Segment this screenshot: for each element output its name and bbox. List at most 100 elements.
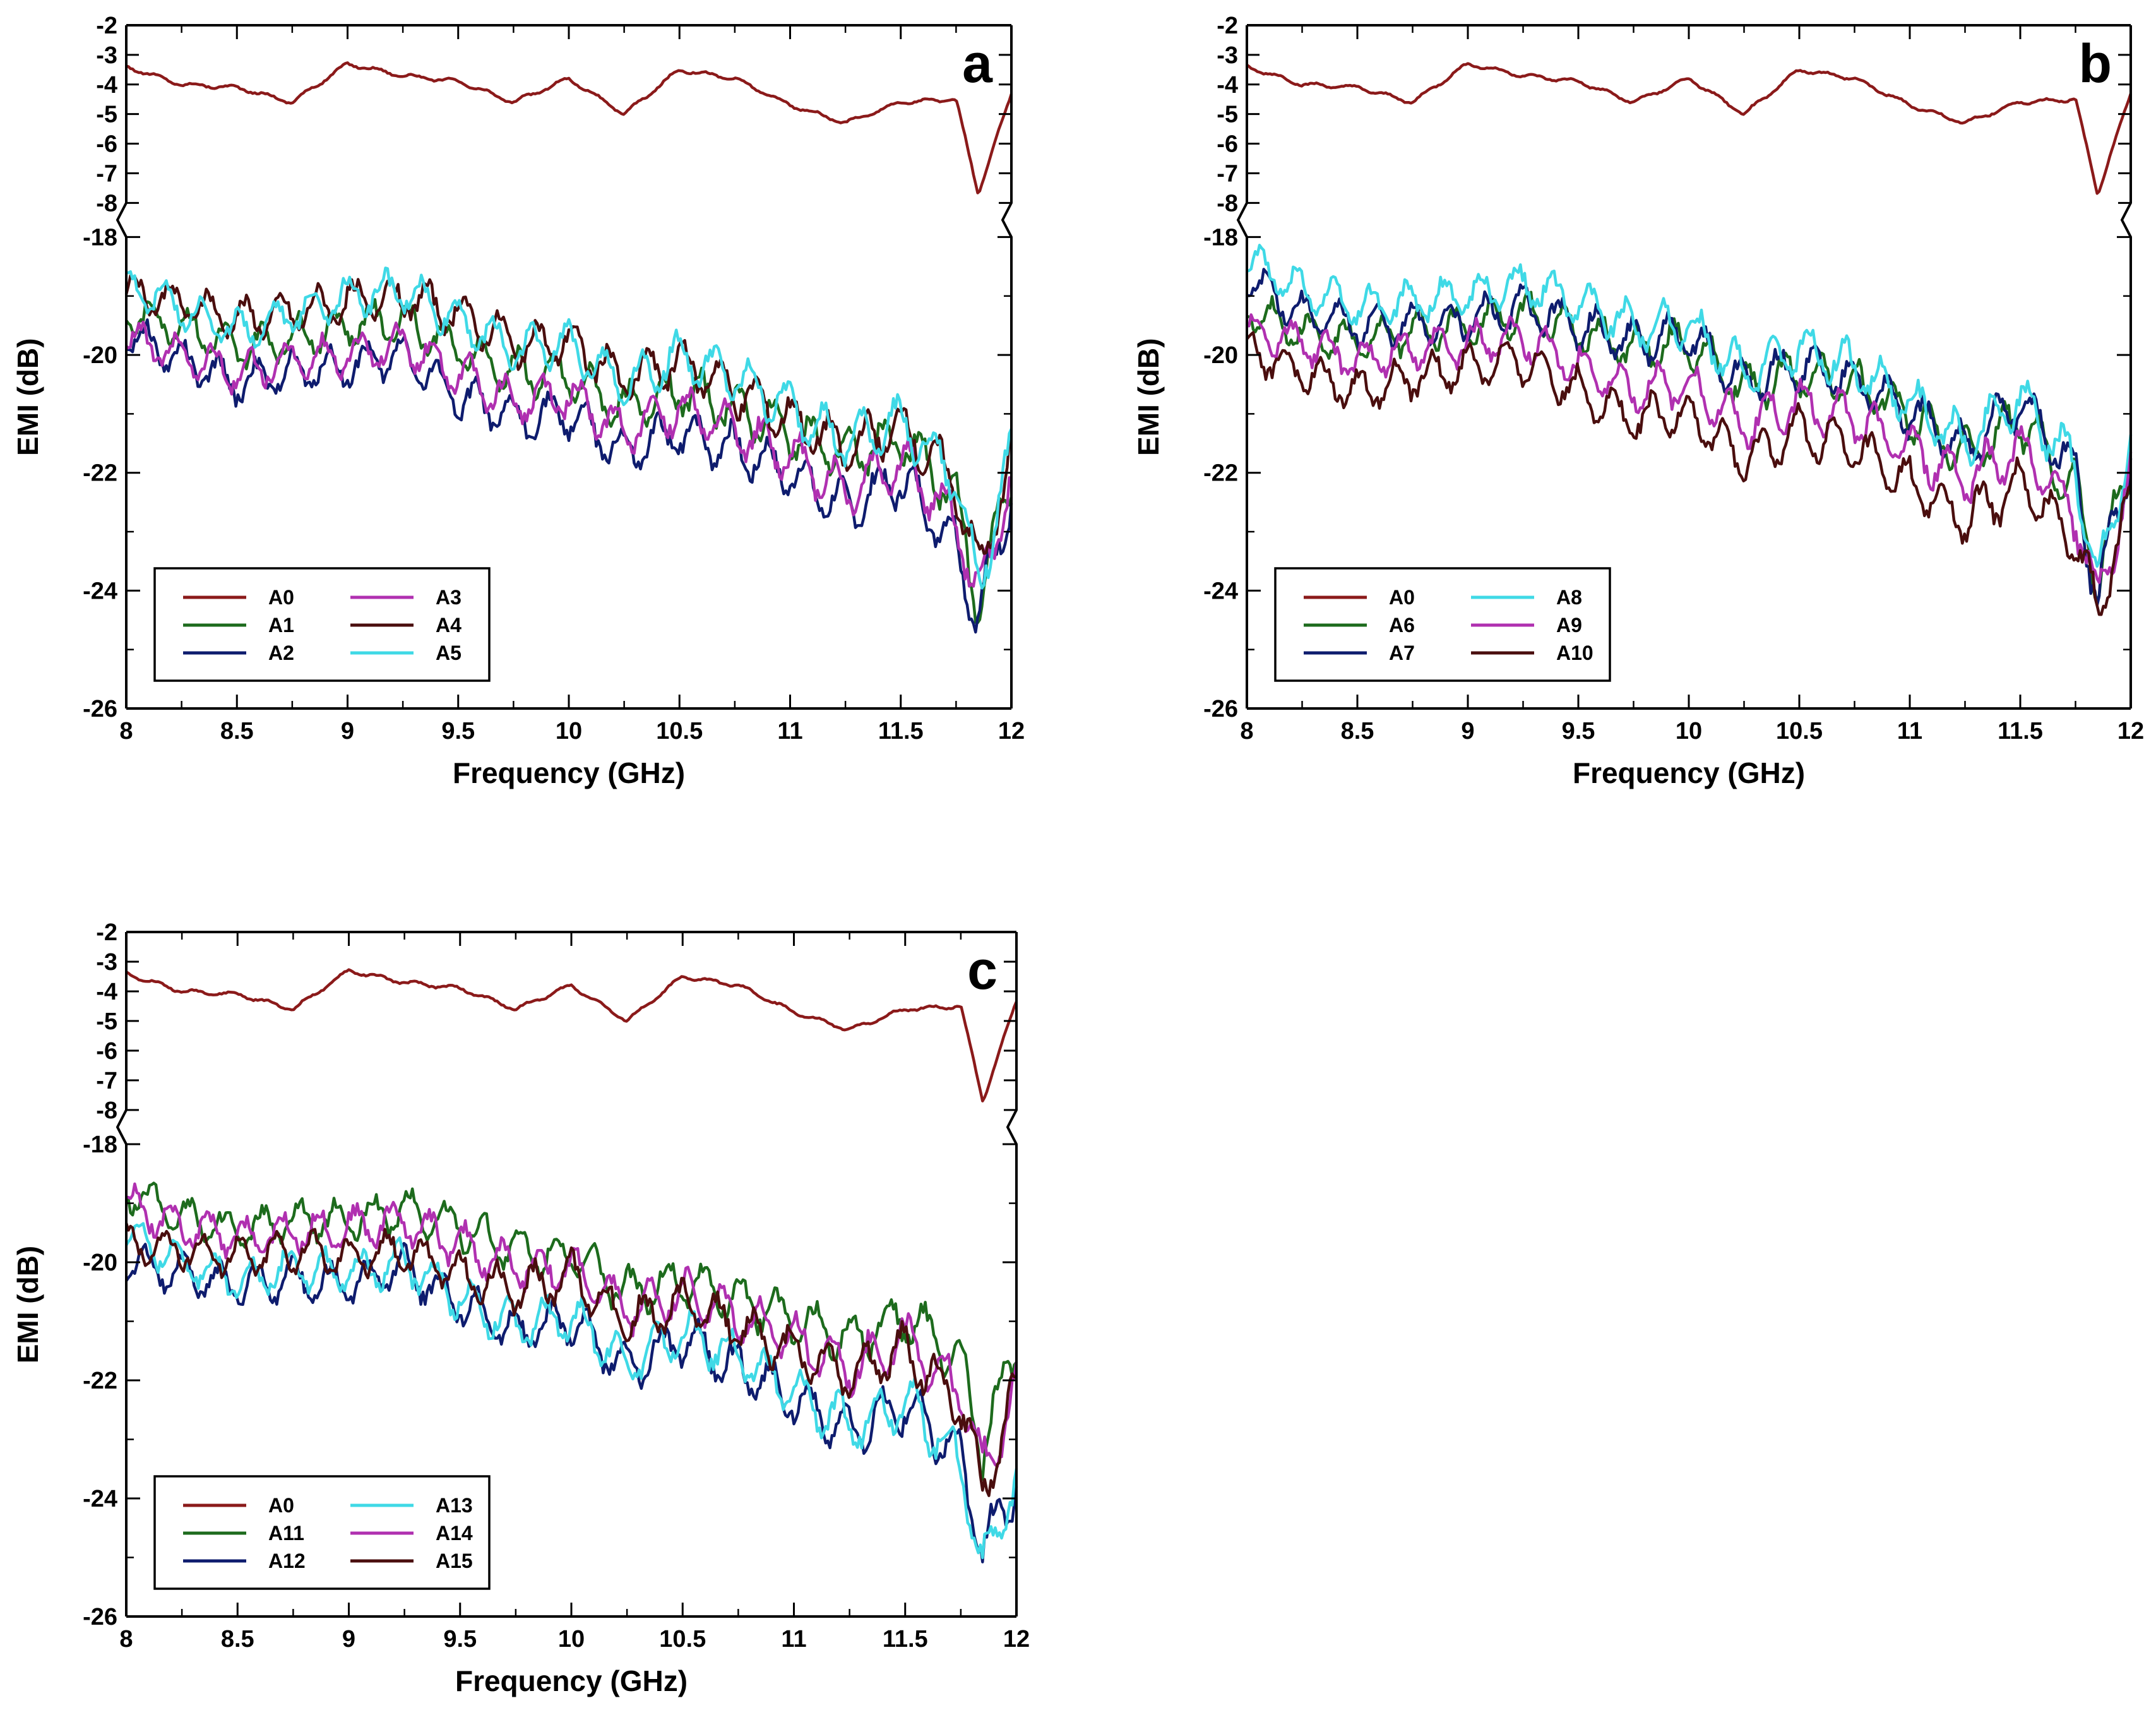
y-tick-label-upper: -8	[96, 1097, 117, 1124]
series-line-A0	[126, 61, 1013, 194]
series-line-A0	[125, 968, 1018, 1103]
legend-label-A1: A1	[268, 614, 294, 636]
series-line-A11	[125, 1181, 1018, 1481]
y-tick-label-lower: -18	[83, 1132, 117, 1158]
legend-label-A13: A13	[436, 1494, 473, 1517]
panel-letter: c	[967, 940, 998, 1001]
x-tick-label: 10.5	[656, 718, 703, 744]
chart-panel-a: 8 8.5 9 9.5 10 10.5 11 11.5 12 -2 -3 -4 -5 -6-7 -8 -18 -…	[11, 13, 1025, 789]
y-tick-label-upper: -4	[1217, 72, 1238, 99]
y-tick-label-lower: -20	[83, 342, 117, 369]
legend-label-A10: A10	[1556, 642, 1593, 664]
x-tick-label: 8.5	[220, 718, 254, 744]
x-tick-label: 11.5	[878, 718, 924, 744]
legend-label-A8: A8	[1556, 586, 1582, 609]
series-line-A12	[125, 1241, 1018, 1563]
x-tick-label: 8.5	[1341, 718, 1374, 744]
legend-label-A7: A7	[1389, 642, 1415, 664]
legend-label-A14: A14	[436, 1522, 473, 1545]
legend-label-A9: A9	[1556, 614, 1582, 636]
series-line-A5	[126, 266, 1013, 590]
y-tick-label-upper: -5	[96, 102, 117, 128]
x-tick-label: 11	[781, 1626, 806, 1652]
x-tick-label: 12	[1003, 1626, 1030, 1652]
y-axis-title: EMI (dB)	[1132, 338, 1165, 456]
y-axis-left	[1236, 25, 1248, 708]
legend-label-A5: A5	[436, 642, 462, 664]
x-tick-label: 11.5	[883, 1626, 928, 1652]
y-tick-label-lower: -22	[83, 460, 117, 487]
legend-label-A0: A0	[268, 586, 294, 609]
legend-label-A4: A4	[436, 614, 462, 636]
y-tick-label-lower: -26	[83, 696, 117, 722]
y-tick-label-upper: -6	[1217, 131, 1238, 158]
series-line-A3	[125, 320, 1013, 588]
y-axis-left	[116, 932, 128, 1616]
y-tick-label-upper: -5	[96, 1008, 117, 1035]
series-line-A4	[124, 274, 1013, 555]
y-tick-label-lower: -18	[83, 224, 117, 251]
x-tick-label: 8.5	[221, 1626, 254, 1652]
legend-label-A0: A0	[1389, 586, 1415, 609]
x-tick-label: 10	[556, 718, 582, 744]
x-tick-label: 12	[998, 718, 1025, 744]
y-tick-label-lower: -22	[1203, 460, 1238, 487]
y-tick-label-upper: -3	[96, 949, 117, 976]
y-tick-label-lower: -26	[83, 1604, 117, 1630]
series-line-A2	[125, 318, 1013, 634]
x-tick-label: 9	[1461, 718, 1474, 744]
x-tick-label: 8	[119, 718, 133, 744]
y-tick-label-upper: -6	[96, 1038, 117, 1065]
x-tick-label: 10	[1676, 718, 1702, 744]
y-tick-label-upper: -2	[1217, 13, 1238, 39]
x-axis-title: Frequency (GHz)	[455, 1664, 688, 1697]
y-tick-label-lower: -24	[1203, 578, 1238, 604]
y-tick-label-upper: -2	[96, 13, 117, 39]
x-axis-title: Frequency (GHz)	[1573, 756, 1805, 789]
legend-label-A3: A3	[436, 586, 462, 609]
x-tick-label: 8	[119, 1626, 133, 1652]
x-axis-title: Frequency (GHz)	[453, 756, 685, 789]
panel-letter: a	[962, 33, 993, 94]
y-axis-right	[1001, 25, 1013, 708]
y-axis-title: EMI (dB)	[11, 338, 44, 456]
x-tick-label: 9	[341, 718, 354, 744]
x-tick-label: 10	[558, 1626, 585, 1652]
legend-label-A15: A15	[436, 1550, 473, 1572]
chart-panel-b: 8 8.5 9 9.5 10 10.5 11 11.5 12 -2 -3 -4 -5 -6-7 -8 -18 -…	[1132, 13, 2144, 789]
y-axis-right	[2120, 25, 2132, 708]
series-line-A8	[1246, 244, 2133, 568]
series-line-A15	[124, 1222, 1017, 1497]
panel-letter: b	[2078, 33, 2112, 94]
series-line-A6	[1246, 290, 2133, 602]
legend-label-A11: A11	[268, 1522, 304, 1545]
x-tick-label: 9	[342, 1626, 355, 1652]
x-tick-label: 9.5	[1562, 718, 1595, 744]
y-tick-label-upper: -6	[96, 131, 117, 158]
x-tick-label: 11	[777, 718, 802, 744]
series-line-A0	[1246, 62, 2133, 195]
y-tick-label-lower: -26	[1203, 696, 1238, 722]
x-tick-label: 12	[2117, 718, 2144, 744]
x-tick-label: 10.5	[1776, 718, 1823, 744]
legend-label-A6: A6	[1389, 614, 1415, 636]
y-tick-label-lower: -18	[1203, 224, 1238, 251]
x-tick-label: 11.5	[1998, 718, 2043, 744]
series-line-A1	[125, 298, 1013, 624]
x-tick-label: 10.5	[659, 1626, 706, 1652]
y-tick-label-upper: -4	[96, 979, 117, 1005]
y-tick-label-upper: -3	[96, 42, 117, 69]
legend-label-A12: A12	[268, 1550, 306, 1572]
chart-panel-c: 8 8.5 9 9.5 10 10.5 11 11.5 12 -2 -3 -4 -5 -6 -7 -8 -18 -…	[11, 919, 1030, 1697]
y-tick-label-lower: -24	[83, 1486, 117, 1512]
legend-label-A2: A2	[268, 642, 294, 664]
y-tick-label-lower: -24	[83, 578, 117, 604]
legend-label-A0: A0	[268, 1494, 294, 1517]
y-tick-label-upper: -3	[1217, 42, 1238, 69]
y-tick-label-upper: -8	[1217, 190, 1238, 217]
x-tick-label: 11	[1897, 718, 1922, 744]
y-tick-label-upper: -4	[96, 72, 117, 99]
y-tick-label-upper: -8	[96, 190, 117, 217]
y-tick-label-upper: -7	[96, 160, 117, 187]
